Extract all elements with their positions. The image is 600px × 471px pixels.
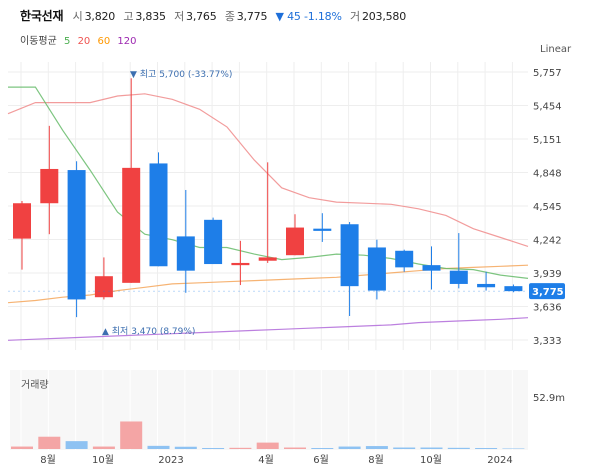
candle-body	[122, 167, 141, 283]
moving-average-legend[interactable]: 이동평균 5 20 60 120	[20, 32, 141, 47]
volume-label: 거	[350, 10, 360, 23]
volume-bar	[338, 446, 361, 449]
volume-bar	[11, 446, 33, 449]
high-value: 3,835	[135, 10, 166, 23]
ma-legend-label: 이동평균	[20, 36, 57, 47]
low-label: 저	[174, 10, 185, 23]
ma60-legend[interactable]: 60	[97, 36, 111, 47]
candle-body	[176, 236, 195, 271]
y-tick-label: 5,454	[533, 102, 562, 113]
candle-body	[231, 262, 250, 266]
low-annotation: ▲ 최저 3,470 (8.79%)	[102, 326, 195, 337]
volume-bar	[202, 448, 225, 449]
x-tick-label: 8월	[40, 454, 56, 466]
volume-bar	[65, 441, 88, 449]
ma120-line	[7, 317, 529, 341]
candle-body	[477, 283, 496, 288]
volume-bar	[147, 445, 170, 449]
candle-body	[204, 219, 223, 265]
candle-body	[449, 270, 468, 284]
volume-panel-label: 거래량	[21, 380, 49, 391]
volume-bar	[38, 436, 61, 449]
volume-bar	[311, 448, 334, 449]
y-tick-label: 3,636	[533, 303, 562, 314]
volume-bar	[120, 421, 143, 449]
y-tick-label: 4,545	[533, 202, 562, 213]
scale-toggle[interactable]: Linear	[540, 44, 572, 55]
candle-body	[313, 228, 332, 231]
open-value: 3,820	[84, 10, 116, 23]
open-label: 시	[72, 10, 83, 23]
candle-body	[504, 286, 523, 292]
y-tick-label: 4,848	[533, 169, 562, 180]
ma20-legend[interactable]: 20	[77, 36, 91, 47]
candle-body	[422, 265, 441, 271]
candle-body	[395, 250, 414, 268]
stock-name: 한국선재	[20, 9, 64, 23]
volume-value: 203,580	[361, 10, 407, 23]
volume-bar	[420, 447, 443, 449]
change-value: ▼ 45 -1.18%	[275, 10, 342, 23]
x-tick-label: 4월	[258, 454, 274, 466]
volume-bar	[174, 446, 197, 449]
x-tick-label: 6월	[313, 454, 329, 466]
volume-bar	[229, 447, 252, 449]
x-tick-label: 2023	[158, 455, 183, 466]
candle-body	[367, 247, 386, 291]
x-tick-label: 8월	[368, 454, 384, 466]
y-tick-label: 5,151	[533, 135, 562, 146]
y-tick-label: 3,939	[533, 269, 562, 280]
candle-body	[286, 227, 304, 256]
volume-panel	[10, 370, 528, 450]
candle-body	[67, 170, 86, 300]
ma60-line	[7, 264, 529, 304]
x-tick-label: 10월	[92, 454, 114, 466]
volume-bar	[393, 447, 416, 449]
volume-bar	[92, 446, 115, 449]
x-tick-label: 2024	[487, 455, 512, 466]
candle-body	[94, 276, 113, 298]
ma120-legend[interactable]: 120	[117, 36, 137, 47]
price-header: 한국선재 시 3,820 고 3,835 저 3,765 종 3,775 ▼ 45 -1…	[20, 7, 411, 24]
high-label: 고	[123, 10, 134, 23]
high-annotation: ▼ 최고 5,700 (-33.77%)	[130, 69, 232, 80]
y-tick-label: 5,757	[533, 68, 562, 79]
candle-body	[340, 224, 359, 287]
volume-bar	[256, 442, 279, 449]
ma5-legend[interactable]: 5	[64, 36, 71, 47]
volume-bar	[475, 448, 498, 449]
volume-bar	[365, 446, 388, 449]
candle-body	[149, 163, 168, 267]
volume-bar	[284, 447, 306, 449]
volume-bar	[447, 447, 470, 449]
current-price-tag	[529, 283, 565, 300]
candle-body	[258, 257, 277, 261]
close-label: 종	[224, 10, 235, 23]
close-value: 3,775	[236, 10, 268, 23]
candle-body	[40, 168, 59, 204]
current-price-label: 3,775	[532, 287, 564, 298]
y-tick-label: 3,333	[533, 336, 562, 347]
candle-body	[13, 203, 31, 239]
y-tick-label: 4,242	[533, 236, 562, 247]
x-tick-label: 10월	[420, 454, 442, 466]
low-value: 3,765	[186, 10, 217, 23]
volume-max-label: 52.9m	[533, 393, 565, 404]
